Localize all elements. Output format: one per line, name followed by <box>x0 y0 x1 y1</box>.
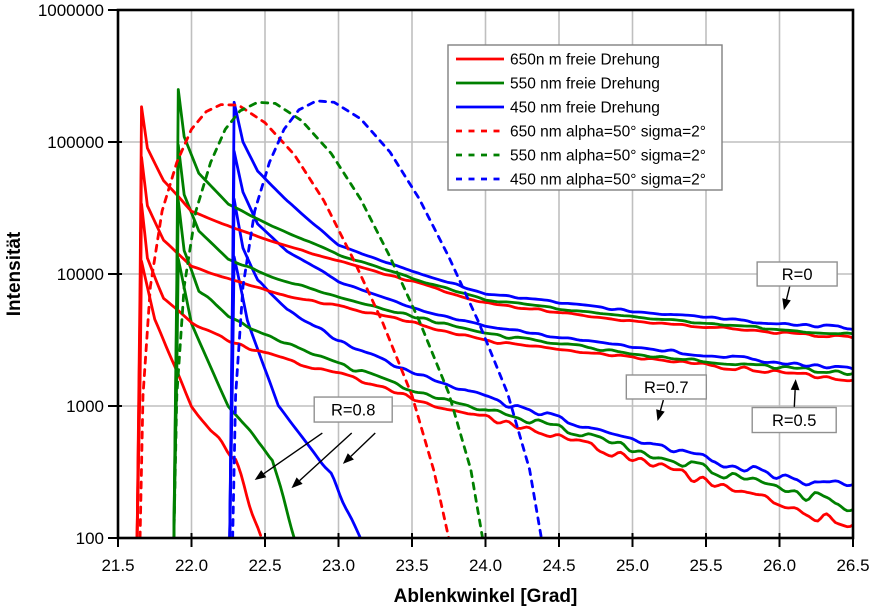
series-450nm-R07-frei <box>228 197 853 538</box>
annotation-label: R=0 <box>782 266 813 284</box>
series-450nm-R08-frei <box>228 255 362 538</box>
legend-box <box>447 44 723 191</box>
annotation-r-0.8: R=0.8 <box>254 396 393 489</box>
x-tick-label: 25.5 <box>689 556 722 575</box>
series-550nm-R0-frei <box>172 88 853 538</box>
legend-item: 550 nm freie Drehung <box>456 76 660 93</box>
annotation-r-0: R=0 <box>756 261 838 311</box>
data-curves <box>135 88 853 538</box>
x-axis-title: Ablenkwinkel [Grad] <box>394 586 578 607</box>
legend-label: 550 nm freie Drehung <box>510 76 660 93</box>
legend-item: 650 nm alpha=50° sigma=2° <box>456 124 706 141</box>
x-tick-label: 22.0 <box>175 556 208 575</box>
x-tick-label: 23.0 <box>322 556 355 575</box>
annotation-arrowhead <box>790 379 800 391</box>
legend-label: 650 nm alpha=50° sigma=2° <box>510 124 706 141</box>
annotation-r-0.5: R=0.5 <box>751 379 837 434</box>
x-tick-label: 25.0 <box>616 556 649 575</box>
legend-item: 450 nm alpha=50° sigma=2° <box>456 172 706 189</box>
x-tick-labels: 21.5 22.0 22.5 23.0 23.5 24.0 24.5 25.0 25.5 26.0… <box>101 556 869 575</box>
x-tick-label: 26.0 <box>763 556 796 575</box>
x-tick-label: 23.5 <box>395 556 428 575</box>
x-tick-label: 22.5 <box>248 556 281 575</box>
y-tick-label: 100 <box>76 529 104 548</box>
legend-label: 450 nm alpha=50° sigma=2° <box>510 172 706 189</box>
series-550nm-R07-frei <box>172 199 853 538</box>
y-tick-label: 1000 <box>66 397 104 416</box>
axis-ticks <box>108 9 854 547</box>
series-550nm-R05-frei <box>172 143 853 538</box>
annotation-box <box>313 396 393 423</box>
annotation-arrow-line <box>350 432 376 457</box>
series-450nm-R0-frei <box>228 100 853 538</box>
annotation-arrowhead <box>342 453 354 464</box>
legend-item: 450 nm freie Drehung <box>456 100 660 117</box>
annotation-label: R=0.7 <box>644 379 689 397</box>
annotation-arrowhead <box>291 477 303 489</box>
y-tick-labels: 100 1000 10000 100000 1000000 <box>38 1 104 548</box>
annotation-arrow-line <box>785 285 791 300</box>
annotation-arrow-line <box>299 432 353 482</box>
series-650nm-R07-frei <box>135 202 853 538</box>
legend-label: 450 nm freie Drehung <box>510 100 660 117</box>
series-650nm-R05-frei <box>135 155 853 538</box>
x-tick-label: 24.5 <box>542 556 575 575</box>
y-tick-label: 100000 <box>47 133 104 152</box>
annotation-arrowhead <box>254 470 267 480</box>
series-450nm-alpha50-sigma2 <box>231 99 543 538</box>
legend-item: 550 nm alpha=50° sigma=2° <box>456 148 706 165</box>
legend: 650n m freie Drehung 550 nm freie Drehung… <box>447 44 723 191</box>
legend-item: 650n m freie Drehung <box>456 52 660 69</box>
annotation-arrowhead <box>782 298 791 311</box>
x-tick-label: 24.0 <box>469 556 502 575</box>
legend-label: 550 nm alpha=50° sigma=2° <box>510 148 706 165</box>
annotation-arrow-line <box>263 432 323 475</box>
series-650nm-R08-frei <box>135 259 262 538</box>
x-tick-label: 21.5 <box>101 556 134 575</box>
series-650nm-alpha50-sigma2 <box>138 103 451 538</box>
annotation-arrowhead <box>656 409 665 421</box>
annotation-arrow-line <box>793 390 796 409</box>
annotation-label: R=0.8 <box>331 402 376 420</box>
annotation-r-0.7: R=0.7 <box>625 374 708 421</box>
y-tick-label: 10000 <box>57 265 104 284</box>
annotation-box <box>756 261 838 287</box>
legend-label: 650n m freie Drehung <box>510 52 660 69</box>
y-tick-label: 1000000 <box>38 1 104 20</box>
annotation-label: R=0.5 <box>772 412 817 430</box>
series-550nm-alpha50-sigma2 <box>172 100 484 538</box>
annotation-box <box>625 374 708 400</box>
annotation-arrow-line <box>659 399 665 411</box>
series-450nm-R05-frei <box>228 149 853 538</box>
annotation-box <box>751 406 837 434</box>
y-axis-title: Intensität <box>4 231 25 316</box>
x-tick-label: 26.5 <box>836 556 869 575</box>
